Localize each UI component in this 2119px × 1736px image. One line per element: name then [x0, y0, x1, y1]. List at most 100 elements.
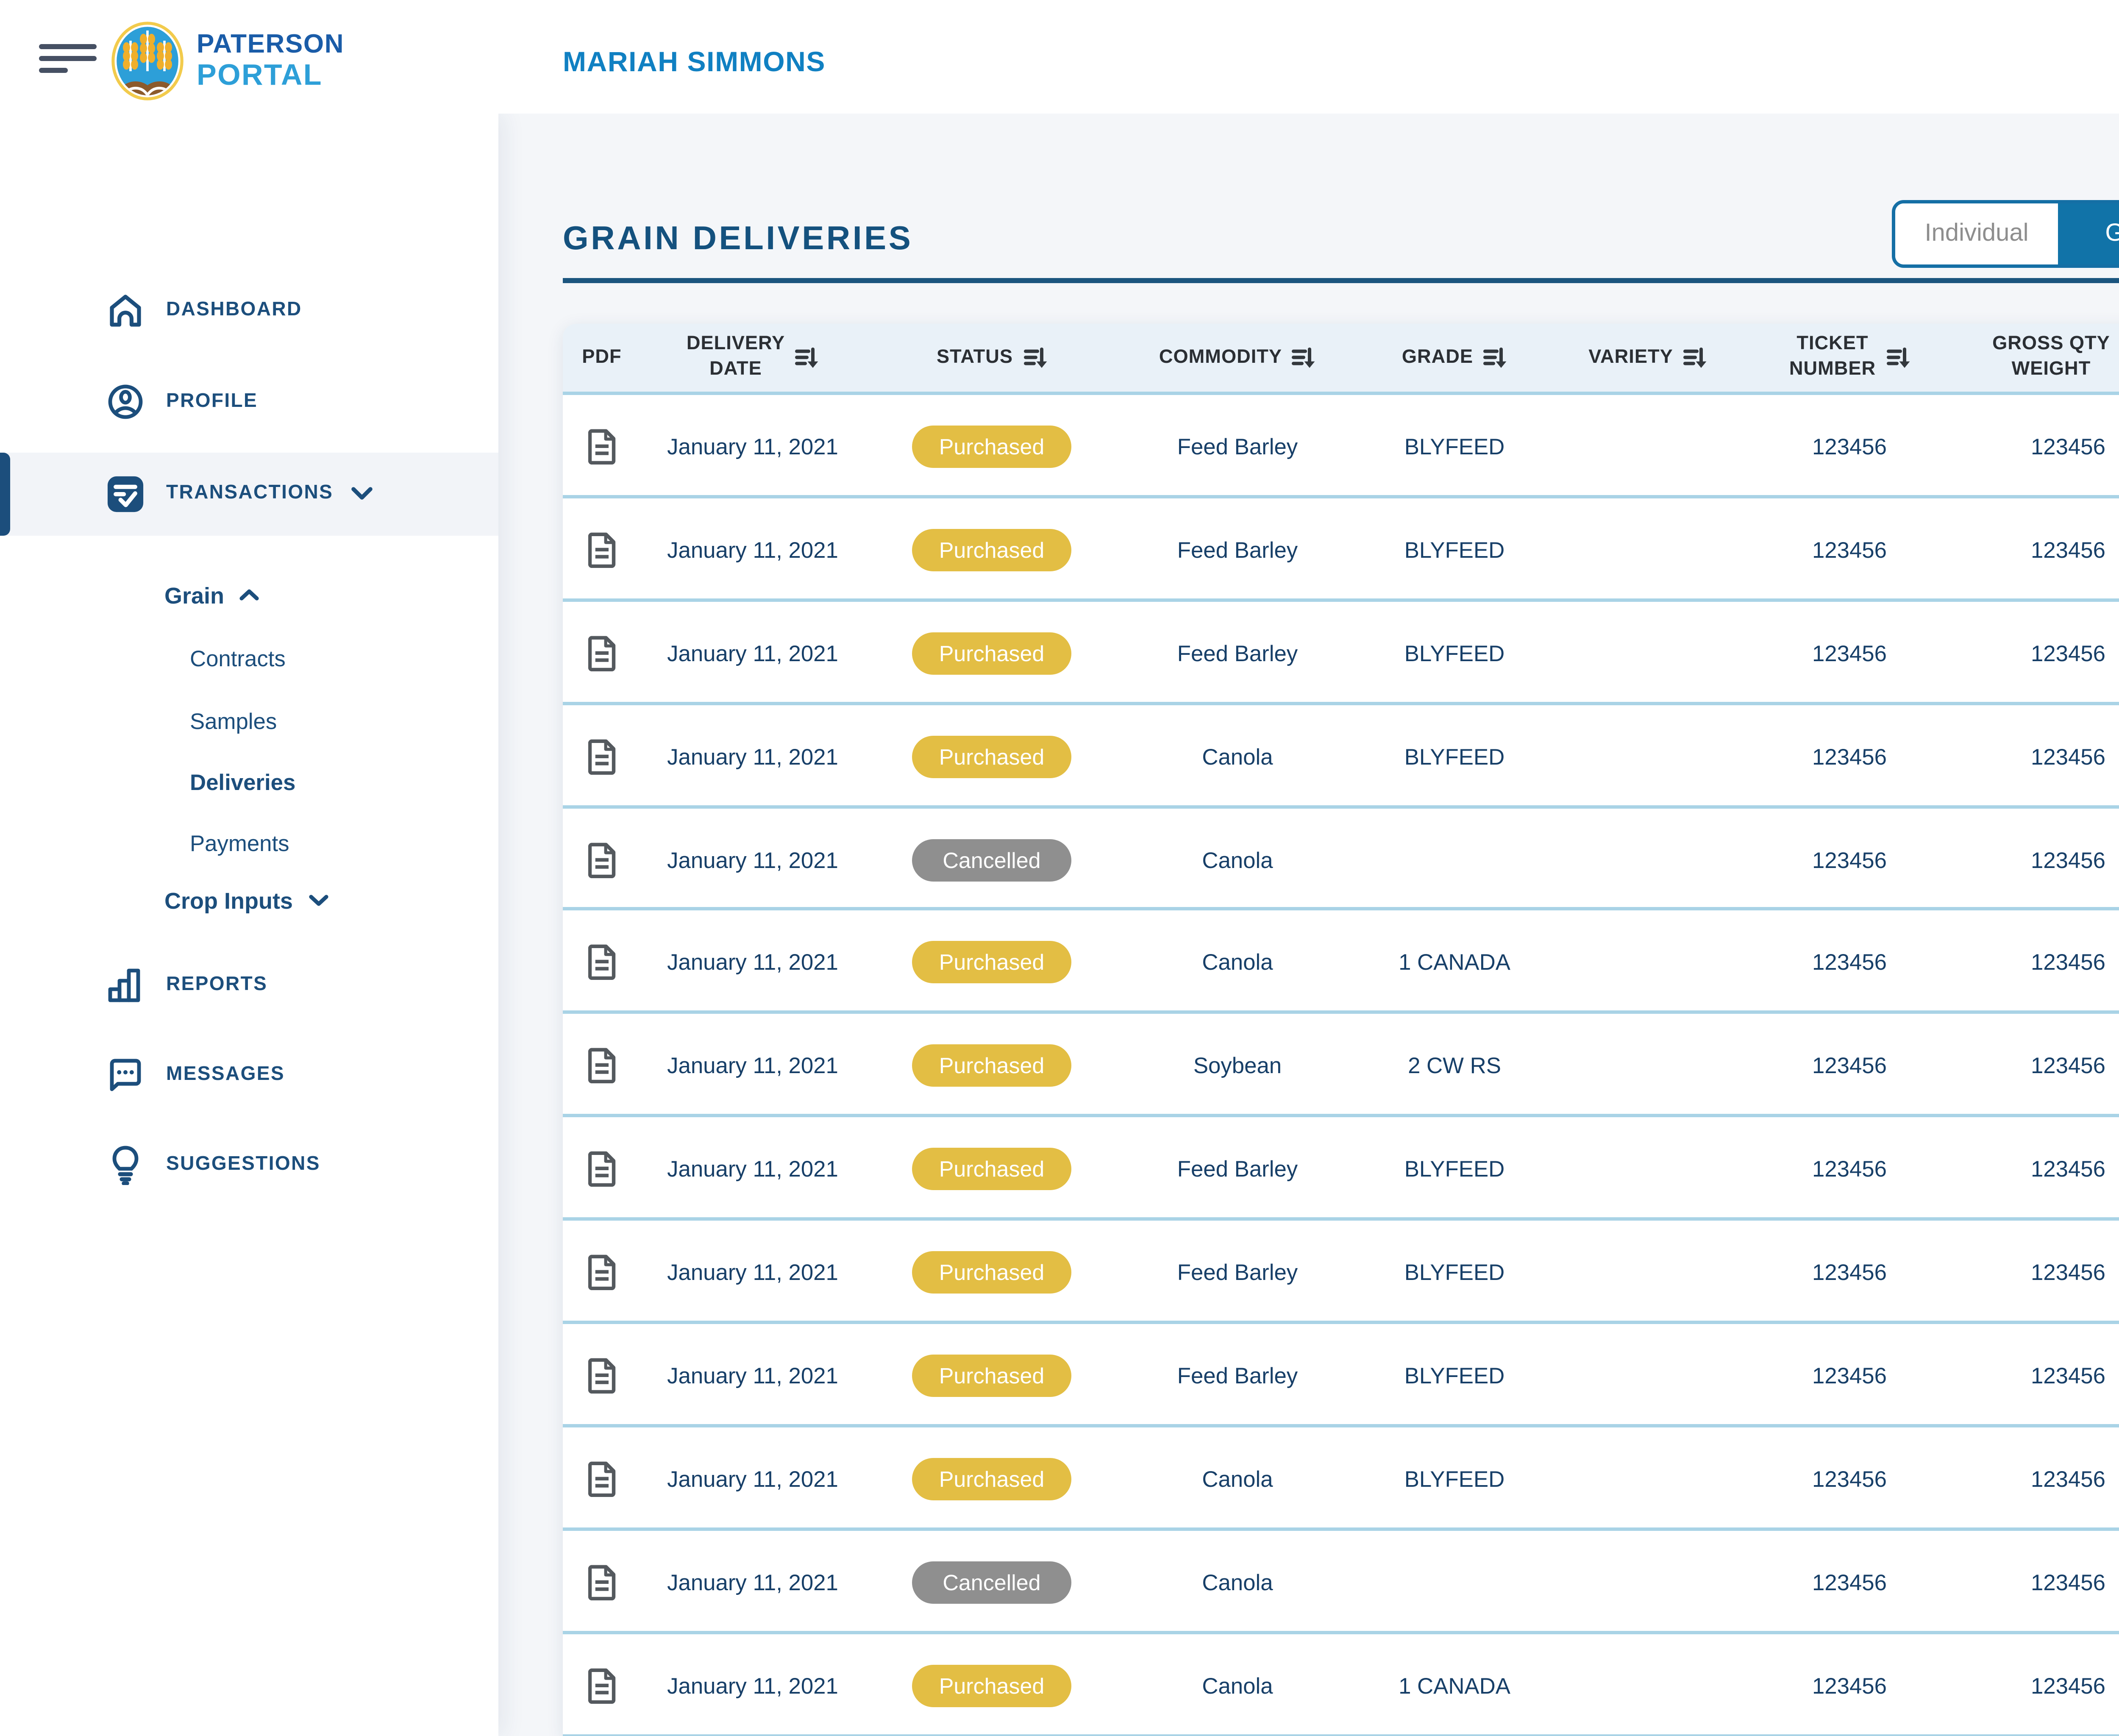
cell-delivery-date: January 11, 2021	[667, 434, 838, 459]
cell-delivery-date: January 11, 2021	[667, 1569, 838, 1595]
table-row[interactable]: January 11, 2021 Purchased Feed Barley BLYF…	[563, 498, 2119, 602]
cell-delivery-date: January 11, 2021	[667, 1156, 838, 1182]
pdf-document-button[interactable]	[587, 945, 616, 981]
table-row[interactable]: January 11, 2021 Purchased Canola BLYFEED 12…	[563, 704, 2119, 808]
sidebar-item-messages[interactable]: MESSAGES	[0, 1041, 498, 1109]
cell-gross-qty-weight: 123456	[2030, 640, 2105, 666]
toggle-group[interactable]: Group	[2058, 203, 2119, 264]
bar-chart-icon	[107, 966, 144, 1004]
pdf-document-button[interactable]	[587, 738, 616, 774]
table-row[interactable]: January 11, 2021 Purchased Canola BLYFEED 12…	[563, 1427, 2119, 1531]
pdf-document-button[interactable]	[587, 1668, 616, 1703]
cell-commodity: Canola	[1202, 1466, 1273, 1492]
cell-gross-qty-weight: 123456	[2030, 1569, 2105, 1595]
cell-gross-qty-weight: 123456	[2030, 847, 2105, 872]
sidebar-item-transactions[interactable]: TRANSACTIONS	[0, 459, 498, 527]
chevron-down-icon	[350, 487, 372, 500]
cell-delivery-date: January 11, 2021	[667, 743, 838, 769]
table-row[interactable]: January 11, 2021 Purchased Soybean 2 CW RS 1…	[563, 1014, 2119, 1118]
cell-delivery-date: January 11, 2021	[667, 1363, 838, 1388]
hamburger-menu-icon[interactable]	[39, 44, 100, 75]
cell-gross-qty-weight: 123456	[2030, 1363, 2105, 1388]
logo-text-paterson: PATERSON	[197, 30, 345, 58]
table-row[interactable]: January 11, 2021 Purchased Feed Barley BLYF…	[563, 1117, 2119, 1221]
column-header-label: DELIVERY DATE	[686, 334, 785, 380]
column-header-status[interactable]: STATUS	[865, 324, 1119, 392]
table-row[interactable]: January 11, 2021 Purchased Feed Barley BLYF…	[563, 1324, 2119, 1427]
submenu-item-payments[interactable]: Payments	[190, 830, 289, 855]
app-logo[interactable]: PATERSON PORTAL	[108, 20, 344, 102]
table-row[interactable]: January 11, 2021 Purchased Feed Barley BLYF…	[563, 601, 2119, 705]
status-badge: Purchased	[912, 1251, 1072, 1294]
cell-grade: BLYFEED	[1404, 640, 1505, 666]
chevron-up-icon	[239, 588, 260, 602]
cell-grade: BLYFEED	[1404, 743, 1505, 769]
pdf-document-button[interactable]	[587, 1048, 616, 1084]
document-icon	[587, 532, 615, 568]
pdf-document-button[interactable]	[587, 1564, 616, 1600]
cell-delivery-date: January 11, 2021	[667, 1053, 838, 1079]
pdf-document-button[interactable]	[587, 1461, 616, 1497]
sidebar-item-suggestions[interactable]: SUGGESTIONS	[0, 1131, 498, 1199]
pdf-document-button[interactable]	[587, 635, 616, 671]
table-row[interactable]: January 11, 2021 Purchased Canola 1 CANADA 1…	[563, 911, 2119, 1015]
sidebar-item-reports[interactable]: REPORTS	[0, 951, 498, 1019]
pdf-document-button[interactable]	[587, 1358, 616, 1394]
cell-status: Cancelled	[865, 808, 1119, 911]
column-header-gross-qty-weight[interactable]: GROSS QTY WEIGHT	[1956, 324, 2119, 392]
status-badge: Purchased	[912, 1148, 1072, 1191]
cell-commodity: Soybean	[1193, 1053, 1282, 1079]
document-icon	[587, 429, 615, 465]
submenu-item-contracts[interactable]: Contracts	[190, 645, 286, 670]
table-row[interactable]: January 11, 2021 Purchased Feed Barley BLYF…	[563, 1221, 2119, 1324]
document-icon	[587, 1358, 615, 1394]
table-header-row: PDF DELIVERY DATE STATUS COMMODITY GRADE …	[563, 324, 2119, 395]
document-icon	[587, 1255, 615, 1291]
top-bar: PATERSON PORTAL MARIAH SIMMONS SIGN OUT	[0, 0, 2119, 114]
column-header-variety[interactable]: VARIETY	[1553, 324, 1743, 392]
person-icon	[107, 383, 144, 420]
cell-gross-qty-weight: 123456	[2030, 434, 2105, 459]
table-row[interactable]: January 11, 2021 Purchased Feed Barley BLYF…	[563, 395, 2119, 498]
table-body: January 11, 2021 Purchased Feed Barley BLYF…	[563, 395, 2119, 1736]
document-icon	[587, 1668, 615, 1703]
table-row[interactable]: January 11, 2021 Cancelled Canola 123456 123…	[563, 808, 2119, 911]
submenu-item-samples[interactable]: Samples	[190, 708, 277, 733]
pdf-document-button[interactable]	[587, 429, 616, 465]
cell-gross-qty-weight: 123456	[2030, 1053, 2105, 1079]
sidebar-item-dashboard[interactable]: DASHBOARD	[0, 276, 498, 344]
pdf-document-button[interactable]	[587, 1152, 616, 1187]
cell-grade	[1356, 808, 1553, 911]
cell-grade: 2 CW RS	[1408, 1053, 1501, 1079]
sort-icon	[795, 347, 818, 367]
submenu-item-deliveries[interactable]: Deliveries	[190, 769, 296, 794]
pdf-document-button[interactable]	[587, 842, 616, 877]
cell-delivery-date: January 11, 2021	[667, 1466, 838, 1492]
cell-grade: BLYFEED	[1404, 537, 1505, 563]
table-row[interactable]: January 11, 2021 Cancelled Canola 123456 123…	[563, 1530, 2119, 1634]
column-header-ticket-number[interactable]: TICKET NUMBER	[1743, 324, 1956, 392]
column-header-grade[interactable]: GRADE	[1356, 324, 1553, 392]
cell-ticket-number: 123456	[1812, 1053, 1887, 1079]
cell-commodity: Canola	[1202, 743, 1273, 769]
column-header-delivery-date[interactable]: DELIVERY DATE	[641, 324, 865, 392]
cell-ticket-number: 123456	[1812, 1569, 1887, 1595]
document-icon	[587, 635, 615, 671]
cell-grade: BLYFEED	[1404, 1260, 1505, 1285]
cell-ticket-number: 123456	[1812, 1156, 1887, 1182]
submenu-grain[interactable]: Grain	[164, 575, 260, 615]
submenu-crop-inputs[interactable]: Crop Inputs	[164, 880, 328, 921]
status-badge: Purchased	[912, 1354, 1072, 1397]
cell-variety	[1553, 395, 1743, 498]
toggle-individual[interactable]: Individual	[1895, 203, 2058, 264]
document-icon	[587, 739, 615, 774]
pdf-document-button[interactable]	[587, 532, 616, 568]
cell-variety	[1553, 498, 1743, 602]
table-row[interactable]: January 11, 2021 Purchased Canola 1 CANADA 1…	[563, 1633, 2119, 1736]
column-header-commodity[interactable]: COMMODITY	[1119, 324, 1356, 392]
cell-grade: BLYFEED	[1404, 1156, 1505, 1182]
cell-commodity: Canola	[1202, 950, 1273, 976]
cell-ticket-number: 123456	[1812, 847, 1887, 872]
pdf-document-button[interactable]	[587, 1255, 616, 1291]
sidebar-item-profile[interactable]: PROFILE	[0, 368, 498, 436]
